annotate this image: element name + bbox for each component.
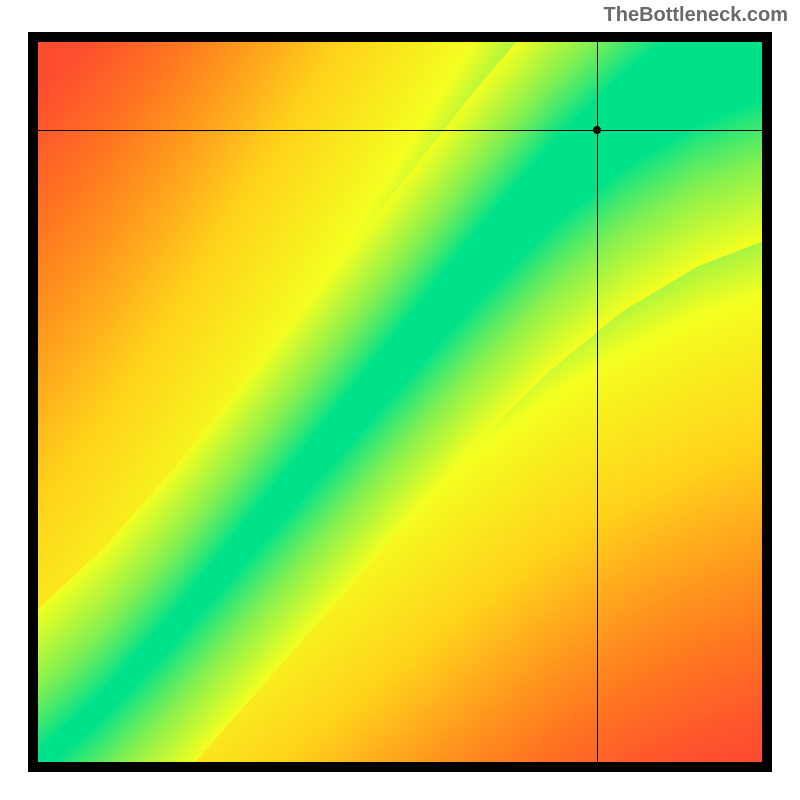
heatmap-canvas	[28, 32, 772, 772]
plot-area	[28, 32, 772, 772]
crosshair-vertical-line	[597, 32, 598, 772]
crosshair-dot	[593, 126, 601, 134]
root-container: TheBottleneck.com	[0, 0, 800, 800]
crosshair-horizontal-line	[28, 130, 772, 131]
watermark-text: TheBottleneck.com	[604, 4, 788, 27]
